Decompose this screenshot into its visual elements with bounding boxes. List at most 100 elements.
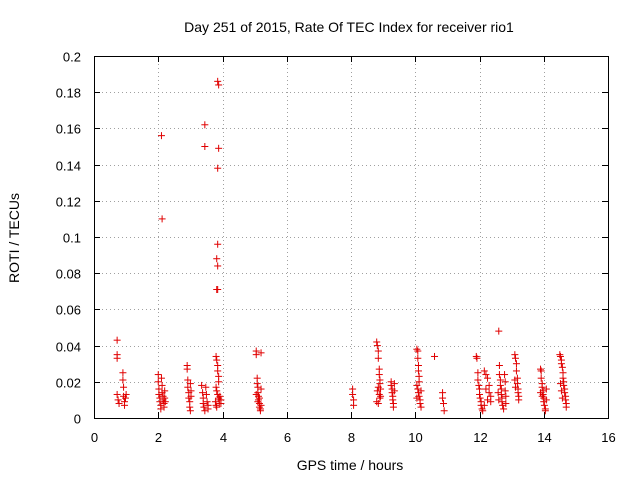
- data-point: [479, 407, 487, 415]
- data-point: [349, 390, 357, 398]
- data-point: [114, 396, 122, 404]
- data-point: [512, 367, 520, 375]
- data-point: [214, 285, 222, 293]
- data-point: [542, 396, 550, 404]
- data-point: [157, 405, 165, 413]
- data-point: [413, 394, 421, 402]
- data-point: [212, 383, 220, 391]
- data-point: [214, 240, 222, 248]
- data-point: [255, 403, 263, 411]
- grid: [94, 56, 608, 418]
- data-point: [497, 390, 505, 398]
- data-point: [373, 398, 381, 406]
- data-point: [500, 405, 508, 413]
- x-tick-label: 2: [155, 430, 162, 445]
- data-point: [390, 387, 398, 395]
- data-point: [487, 398, 495, 406]
- data-point: [252, 390, 260, 398]
- data-point: [472, 352, 480, 360]
- data-point: [478, 405, 486, 413]
- data-point: [511, 351, 519, 359]
- data-point: [157, 374, 165, 382]
- data-point: [375, 390, 383, 398]
- x-tick-label: 10: [408, 430, 422, 445]
- data-point: [350, 401, 358, 409]
- data-point: [187, 392, 195, 400]
- data-point: [511, 376, 519, 384]
- data-point: [413, 345, 421, 353]
- data-point: [186, 403, 194, 411]
- data-point: [121, 394, 129, 402]
- y-tick-label: 0.18: [56, 86, 81, 101]
- data-point: [558, 394, 566, 402]
- data-point: [257, 401, 265, 409]
- data-point: [186, 407, 194, 415]
- data-point: [538, 392, 546, 400]
- data-point: [157, 132, 165, 140]
- data-point: [119, 369, 127, 377]
- data-point: [202, 383, 210, 391]
- data-point: [482, 385, 490, 393]
- y-tick-label: 0.04: [56, 340, 81, 355]
- data-point: [160, 403, 168, 411]
- y-tick-label: 0.12: [56, 195, 81, 210]
- data-point: [161, 387, 169, 395]
- data-point: [254, 396, 262, 404]
- data-point: [501, 387, 509, 395]
- data-point: [375, 371, 383, 379]
- data-point: [562, 396, 570, 404]
- data-point: [387, 381, 395, 389]
- data-point: [186, 380, 194, 388]
- data-point: [537, 367, 545, 375]
- data-point: [476, 394, 484, 402]
- data-point: [501, 378, 509, 386]
- data-point: [414, 385, 422, 393]
- data-point: [213, 356, 221, 364]
- data-point: [480, 401, 488, 409]
- data-point: [485, 381, 493, 389]
- data-point: [254, 398, 262, 406]
- data-point: [495, 327, 503, 335]
- data-point: [201, 407, 209, 415]
- data-point: [183, 365, 191, 373]
- data-point: [512, 360, 520, 368]
- y-tick-label: 0: [74, 412, 81, 427]
- x-tick-label: 4: [220, 430, 227, 445]
- data-point: [376, 394, 384, 402]
- data-point: [113, 354, 121, 362]
- data-point: [252, 351, 260, 359]
- data-point: [537, 389, 545, 397]
- data-point: [120, 383, 128, 391]
- data-point: [373, 342, 381, 350]
- data-point: [415, 378, 423, 386]
- data-point: [417, 403, 425, 411]
- data-point: [496, 381, 504, 389]
- data-point: [211, 398, 219, 406]
- data-point: [212, 352, 220, 360]
- data-point: [473, 354, 481, 362]
- plot-frame: [94, 56, 609, 419]
- y-tick-label: 0.02: [56, 376, 81, 391]
- data-point: [417, 387, 425, 395]
- data-point: [257, 349, 265, 357]
- data-point: [158, 215, 166, 223]
- data-point: [154, 371, 162, 379]
- data-point: [537, 374, 545, 382]
- data-point: [389, 396, 397, 404]
- data-point: [161, 394, 169, 402]
- data-point: [476, 390, 483, 398]
- data-point: [119, 376, 127, 384]
- data-point: [217, 400, 225, 408]
- data-point: [494, 389, 502, 397]
- data-point: [158, 381, 166, 389]
- data-point: [413, 381, 421, 389]
- data-point: [213, 387, 221, 395]
- data-point: [556, 351, 564, 359]
- data-point: [439, 394, 447, 402]
- data-point: [540, 401, 548, 409]
- data-point: [474, 376, 482, 384]
- data-point: [542, 385, 550, 393]
- chart-title: Day 251 of 2015, Rate Of TEC Index for r…: [184, 19, 514, 35]
- data-point: [557, 387, 565, 395]
